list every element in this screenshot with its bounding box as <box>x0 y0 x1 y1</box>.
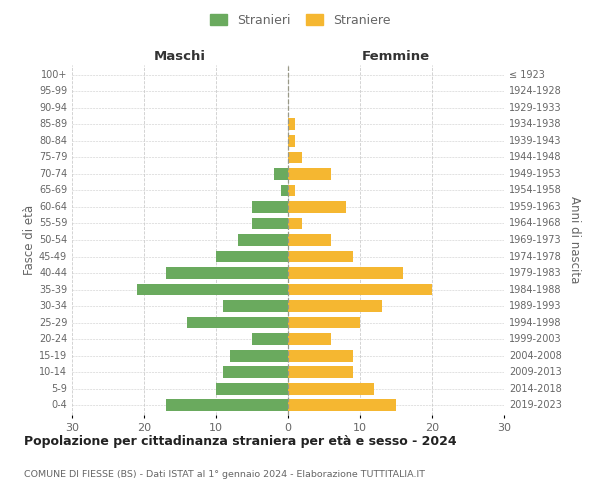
Bar <box>288 168 331 180</box>
Bar <box>281 184 288 196</box>
Bar <box>216 382 288 394</box>
Legend: Stranieri, Straniere: Stranieri, Straniere <box>205 8 395 32</box>
Text: Maschi: Maschi <box>154 50 206 64</box>
Bar <box>223 300 288 312</box>
Bar <box>288 218 302 230</box>
Bar <box>166 399 288 411</box>
Bar <box>288 152 302 164</box>
Text: Popolazione per cittadinanza straniera per età e sesso - 2024: Popolazione per cittadinanza straniera p… <box>24 435 457 448</box>
Bar <box>288 300 382 312</box>
Bar <box>288 201 346 213</box>
Y-axis label: Fasce di età: Fasce di età <box>23 205 36 275</box>
Bar <box>288 366 353 378</box>
Bar <box>288 333 331 345</box>
Bar <box>288 399 396 411</box>
Bar <box>230 350 288 362</box>
Bar <box>288 350 353 362</box>
Bar <box>252 201 288 213</box>
Bar <box>166 267 288 279</box>
Bar <box>274 168 288 180</box>
Bar <box>288 118 295 130</box>
Bar <box>288 135 295 147</box>
Bar <box>288 234 331 246</box>
Bar <box>252 218 288 230</box>
Bar <box>288 382 374 394</box>
Bar <box>288 316 360 328</box>
Y-axis label: Anni di nascita: Anni di nascita <box>568 196 581 284</box>
Text: Femmine: Femmine <box>362 50 430 64</box>
Bar <box>187 316 288 328</box>
Bar <box>216 250 288 262</box>
Bar <box>288 267 403 279</box>
Bar <box>288 284 432 296</box>
Bar <box>137 284 288 296</box>
Bar <box>288 250 353 262</box>
Bar <box>252 333 288 345</box>
Bar <box>288 184 295 196</box>
Bar <box>223 366 288 378</box>
Bar <box>238 234 288 246</box>
Text: COMUNE DI FIESSE (BS) - Dati ISTAT al 1° gennaio 2024 - Elaborazione TUTTITALIA.: COMUNE DI FIESSE (BS) - Dati ISTAT al 1°… <box>24 470 425 479</box>
